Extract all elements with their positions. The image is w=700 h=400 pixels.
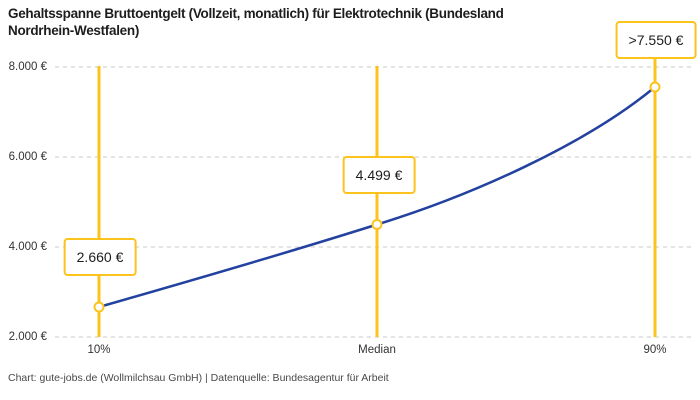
value-label-box-median: 4.499 €	[342, 156, 416, 194]
y-axis-tick-label-8000: 8.000 €	[8, 61, 47, 73]
footer-attribution: Chart: gute-jobs.de (Wollmilchsau GmbH) …	[8, 372, 389, 384]
y-axis-tick-label-4000: 4.000 €	[8, 241, 47, 253]
data-point-marker-median	[371, 219, 383, 230]
data-point-marker-10pct	[93, 301, 105, 313]
y-axis-tick-label-6000: 6.000 €	[8, 151, 47, 163]
y-axis-tick-label-2000: 2.000 €	[8, 331, 47, 343]
chart-title-line2: Nordrhein-Westfalen)	[8, 23, 140, 38]
value-label-box-90pct: >7.550 €	[615, 21, 697, 59]
chart-title: Gehaltsspanne Bruttoentgelt (Vollzeit, m…	[8, 5, 504, 39]
chart-title-line1: Gehaltsspanne Bruttoentgelt (Vollzeit, m…	[8, 6, 504, 21]
data-point-marker-90pct	[649, 81, 661, 93]
x-axis-tick-label-median: Median	[358, 344, 396, 356]
value-label-box-10pct: 2.660 €	[63, 238, 137, 276]
x-axis-tick-label-90pct: 90%	[643, 344, 667, 356]
x-axis-tick-label-10pct: 10%	[87, 344, 111, 356]
